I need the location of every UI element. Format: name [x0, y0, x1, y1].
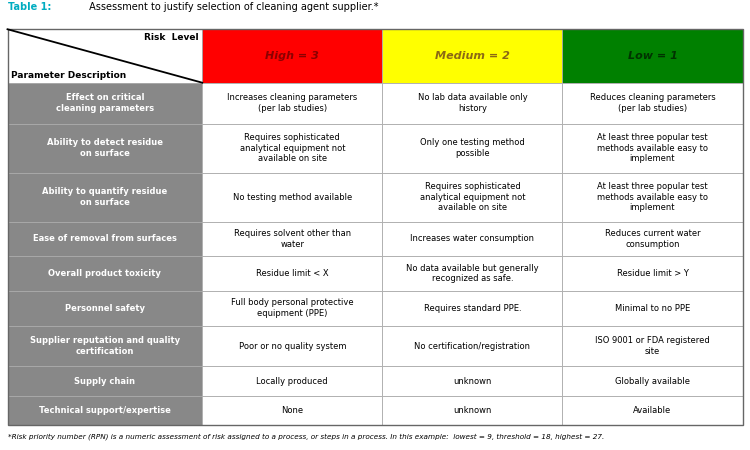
Text: Residue limit > Y: Residue limit > Y	[616, 269, 688, 278]
Bar	[202, 29, 382, 83]
Bar	[8, 221, 202, 256]
Bar	[562, 326, 742, 366]
Text: Locally produced: Locally produced	[256, 377, 328, 386]
Text: At least three popular test
methods available easy to
implement: At least three popular test methods avai…	[597, 133, 708, 163]
Bar	[8, 396, 202, 425]
Bar	[382, 221, 562, 256]
Bar	[382, 326, 562, 366]
Text: Only one testing method
possible: Only one testing method possible	[420, 138, 525, 158]
Text: Full body personal protective
equipment (PPE): Full body personal protective equipment …	[231, 298, 354, 318]
Bar	[8, 256, 202, 291]
Bar	[382, 256, 562, 291]
Bar	[382, 396, 562, 425]
Bar	[562, 172, 742, 221]
Text: Assessment to justify selection of cleaning agent supplier.*: Assessment to justify selection of clean…	[86, 2, 379, 12]
Text: Table 1:: Table 1:	[8, 2, 51, 12]
Bar	[202, 291, 382, 326]
Bar	[8, 124, 202, 172]
Text: *Risk priority number (RPN) is a numeric assessment of risk assigned to a proces: *Risk priority number (RPN) is a numeric…	[8, 433, 604, 440]
Text: Technical support/expertise: Technical support/expertise	[39, 406, 171, 415]
Text: Supply chain: Supply chain	[74, 377, 136, 386]
Bar	[202, 396, 382, 425]
Text: No data available but generally
recognized as safe.: No data available but generally recogniz…	[406, 264, 538, 284]
Bar	[382, 29, 562, 83]
Bar	[8, 83, 202, 124]
Text: ISO 9001 or FDA registered
site: ISO 9001 or FDA registered site	[595, 336, 709, 356]
Text: Globally available: Globally available	[615, 377, 690, 386]
Text: Effect on critical
cleaning parameters: Effect on critical cleaning parameters	[56, 93, 154, 113]
Bar	[382, 366, 562, 396]
Text: Medium = 2: Medium = 2	[435, 51, 510, 61]
Text: No testing method available: No testing method available	[232, 193, 352, 202]
Text: Poor or no quality system: Poor or no quality system	[238, 342, 346, 351]
Bar	[562, 396, 742, 425]
Bar	[8, 366, 202, 396]
Text: No certification/registration: No certification/registration	[415, 342, 530, 351]
Text: Requires solvent other than
water: Requires solvent other than water	[234, 229, 351, 249]
Bar	[382, 291, 562, 326]
Text: Risk  Level: Risk Level	[144, 33, 199, 42]
Text: Low = 1: Low = 1	[628, 51, 677, 61]
Text: Ability to detect residue
on surface: Ability to detect residue on surface	[47, 138, 163, 158]
Bar	[202, 124, 382, 172]
Text: Requires sophisticated
analytical equipment not
available on site: Requires sophisticated analytical equipm…	[420, 182, 525, 212]
Text: Personnel safety: Personnel safety	[65, 304, 145, 313]
Text: Increases water consumption: Increases water consumption	[410, 234, 535, 243]
Bar	[202, 172, 382, 221]
Text: High = 3: High = 3	[266, 51, 320, 61]
Bar	[382, 172, 562, 221]
Text: None: None	[281, 406, 303, 415]
Text: Requires standard PPE.: Requires standard PPE.	[424, 304, 521, 313]
Bar	[382, 83, 562, 124]
Text: At least three popular test
methods available easy to
implement: At least three popular test methods avai…	[597, 182, 708, 212]
Text: unknown: unknown	[453, 377, 491, 386]
Text: Supplier reputation and quality
certification: Supplier reputation and quality certific…	[30, 336, 180, 356]
Text: unknown: unknown	[453, 406, 491, 415]
Bar	[8, 172, 202, 221]
Text: Residue limit < X: Residue limit < X	[256, 269, 328, 278]
Text: Parameter Description: Parameter Description	[11, 71, 127, 80]
Text: Ability to quantify residue
on surface: Ability to quantify residue on surface	[42, 187, 167, 207]
Text: Reduces cleaning parameters
(per lab studies): Reduces cleaning parameters (per lab stu…	[590, 93, 716, 113]
Text: Overall product toxicity: Overall product toxicity	[49, 269, 161, 278]
Text: Reduces current water
consumption: Reduces current water consumption	[604, 229, 700, 249]
Bar	[562, 124, 742, 172]
Bar	[8, 291, 202, 326]
Text: Ease of removal from surfaces: Ease of removal from surfaces	[33, 234, 177, 243]
Bar	[562, 221, 742, 256]
Text: No lab data available only
history: No lab data available only history	[418, 93, 527, 113]
Text: Requires sophisticated
analytical equipment not
available on site: Requires sophisticated analytical equipm…	[239, 133, 345, 163]
Bar	[202, 256, 382, 291]
Bar	[382, 124, 562, 172]
Text: Available: Available	[633, 406, 671, 415]
Bar	[8, 326, 202, 366]
Bar	[202, 221, 382, 256]
Bar	[562, 83, 742, 124]
Text: Increases cleaning parameters
(per lab studies): Increases cleaning parameters (per lab s…	[227, 93, 358, 113]
Bar	[562, 256, 742, 291]
Bar	[562, 291, 742, 326]
Text: Minimal to no PPE: Minimal to no PPE	[615, 304, 690, 313]
Bar	[8, 29, 202, 83]
Bar	[202, 326, 382, 366]
Bar	[202, 366, 382, 396]
Bar	[562, 366, 742, 396]
Bar	[202, 83, 382, 124]
Bar	[562, 29, 742, 83]
Bar	[8, 29, 742, 425]
